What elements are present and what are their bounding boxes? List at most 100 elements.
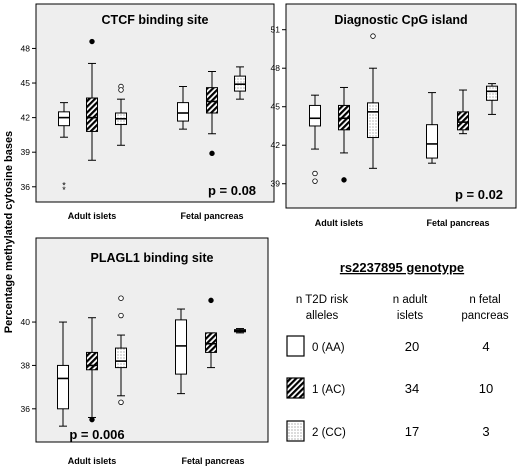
box-group (115, 295, 127, 405)
y-tick-label: 39 (21, 147, 31, 157)
y-tick-label: 42 (271, 140, 281, 150)
panel-ctcf: CTCF binding site p = 0.08 36 39 42 45 48 **… (21, 3, 275, 221)
panel-cpg-title: Diagnostic CpG island (334, 13, 467, 27)
box-iqr (177, 102, 189, 122)
outlier-point (89, 38, 95, 45)
y-tick-label: 51 (271, 25, 281, 35)
panel-cpg-p-value: p = 0.02 (455, 187, 503, 202)
box-group (86, 317, 98, 423)
y-axis-label: Percentage methylated cytosine bases (3, 131, 15, 333)
panel-ctcf-x-label-adult: Adult islets (68, 211, 117, 221)
panel-ctcf-y-ticks: 36 39 42 45 48 (21, 43, 36, 192)
panel-ctcf-p-value: p = 0.08 (208, 183, 256, 198)
outlier-point (118, 295, 124, 301)
legend: rs2237895 genotype n T2D risk alleles n … (286, 260, 509, 442)
legend-header-risk-line1: n T2D risk (296, 294, 348, 306)
y-tick-label: 42 (21, 113, 31, 123)
panel-plagl1-y-ticks: 36 38 40 (21, 317, 36, 414)
box-iqr (58, 111, 70, 127)
box-group (426, 92, 438, 164)
box-group (234, 328, 246, 334)
panel-ctcf-frame (35, 3, 275, 203)
legend-fetal-aa: 4 (482, 339, 489, 354)
y-tick-label: 48 (21, 43, 31, 53)
panel-cpg-boxes (309, 33, 498, 184)
outlier-point (118, 87, 124, 93)
box-group (338, 86, 350, 183)
box-iqr (86, 351, 98, 371)
legend-header-adult-line2: islets (397, 310, 423, 322)
outlier-point (118, 399, 124, 405)
box-group (86, 38, 98, 161)
legend-label-ac: 1 (AC) (312, 384, 345, 396)
box-group (486, 83, 498, 115)
extreme-point: * (62, 180, 66, 190)
legend-fetal-ac: 10 (479, 381, 493, 396)
outlier-point (209, 150, 215, 157)
legend-title: rs2237895 genotype (340, 260, 464, 275)
legend-header-fetal-line2: pancreas (461, 310, 509, 322)
box-group (177, 85, 189, 130)
outlier-point (312, 170, 318, 177)
box-group (367, 33, 379, 169)
panel-plagl1-x-label-adult: Adult islets (68, 456, 117, 466)
box-group (205, 297, 217, 369)
panel-plagl1-frame (35, 237, 269, 443)
box-group (57, 321, 69, 427)
panel-plagl1: PLAGL1 binding site p = 0.006 36 38 40 Adu… (21, 237, 269, 466)
outlier-point (208, 297, 214, 304)
y-tick-label: 40 (21, 317, 31, 327)
box-iqr (486, 85, 498, 101)
legend-header-adult-line1: n adult (393, 294, 428, 306)
legend-fetal-cc: 3 (482, 424, 489, 439)
y-tick-label: 45 (271, 102, 281, 112)
legend-label-aa: 0 (AA) (312, 342, 345, 354)
panel-ctcf-x-label-fetal: Fetal pancreas (180, 211, 243, 221)
outlier-point (312, 178, 318, 184)
box-iqr (115, 347, 127, 369)
legend-header-fetal-line1: n fetal (469, 294, 500, 306)
outlier-point (341, 177, 347, 183)
legend-swatch-aa (286, 335, 305, 357)
box-iqr (309, 104, 321, 127)
extreme-point: * (62, 185, 66, 195)
legend-adult-cc: 17 (405, 424, 419, 439)
panel-plagl1-x-label-fetal: Fetal pancreas (181, 456, 244, 466)
outlier-point (89, 416, 95, 423)
box-iqr (367, 102, 379, 139)
box-iqr (57, 364, 69, 410)
panel-cpg-x-label-fetal: Fetal pancreas (426, 218, 489, 228)
y-tick-label: 48 (271, 63, 281, 73)
legend-label-cc: 2 (CC) (312, 427, 346, 439)
box-iqr (205, 332, 217, 353)
box-group: ** (58, 102, 70, 195)
box-group (457, 89, 469, 135)
legend-swatch-cc (286, 420, 305, 442)
box-group (234, 66, 246, 100)
box-group (175, 308, 187, 395)
panel-cpg-y-ticks: 39 42 45 48 51 (271, 25, 286, 189)
box-iqr (457, 111, 469, 131)
box-group (115, 83, 127, 146)
panel-ctcf-boxes: ** (58, 38, 246, 195)
panel-plagl1-p-value: p = 0.006 (69, 427, 124, 442)
outlier-point (118, 312, 124, 319)
box-iqr (175, 319, 187, 375)
legend-adult-ac: 34 (405, 381, 419, 396)
y-tick-label: 36 (21, 182, 31, 192)
panel-cpg-x-label-adult: Adult islets (315, 218, 364, 228)
y-tick-label: 45 (21, 78, 31, 88)
panel-cpg-frame (285, 3, 517, 209)
y-tick-label: 39 (271, 179, 281, 189)
box-iqr (426, 124, 438, 159)
legend-adult-aa: 20 (405, 339, 419, 354)
box-iqr (86, 97, 98, 132)
y-tick-label: 36 (21, 404, 31, 414)
box-iqr (206, 87, 218, 114)
panel-cpg: Diagnostic CpG island p = 0.02 39 42 45 48 5… (271, 3, 517, 228)
panel-ctcf-title: CTCF binding site (102, 13, 209, 27)
panel-plagl1-boxes (57, 295, 246, 427)
box-group (309, 94, 321, 184)
box-group (206, 71, 218, 157)
